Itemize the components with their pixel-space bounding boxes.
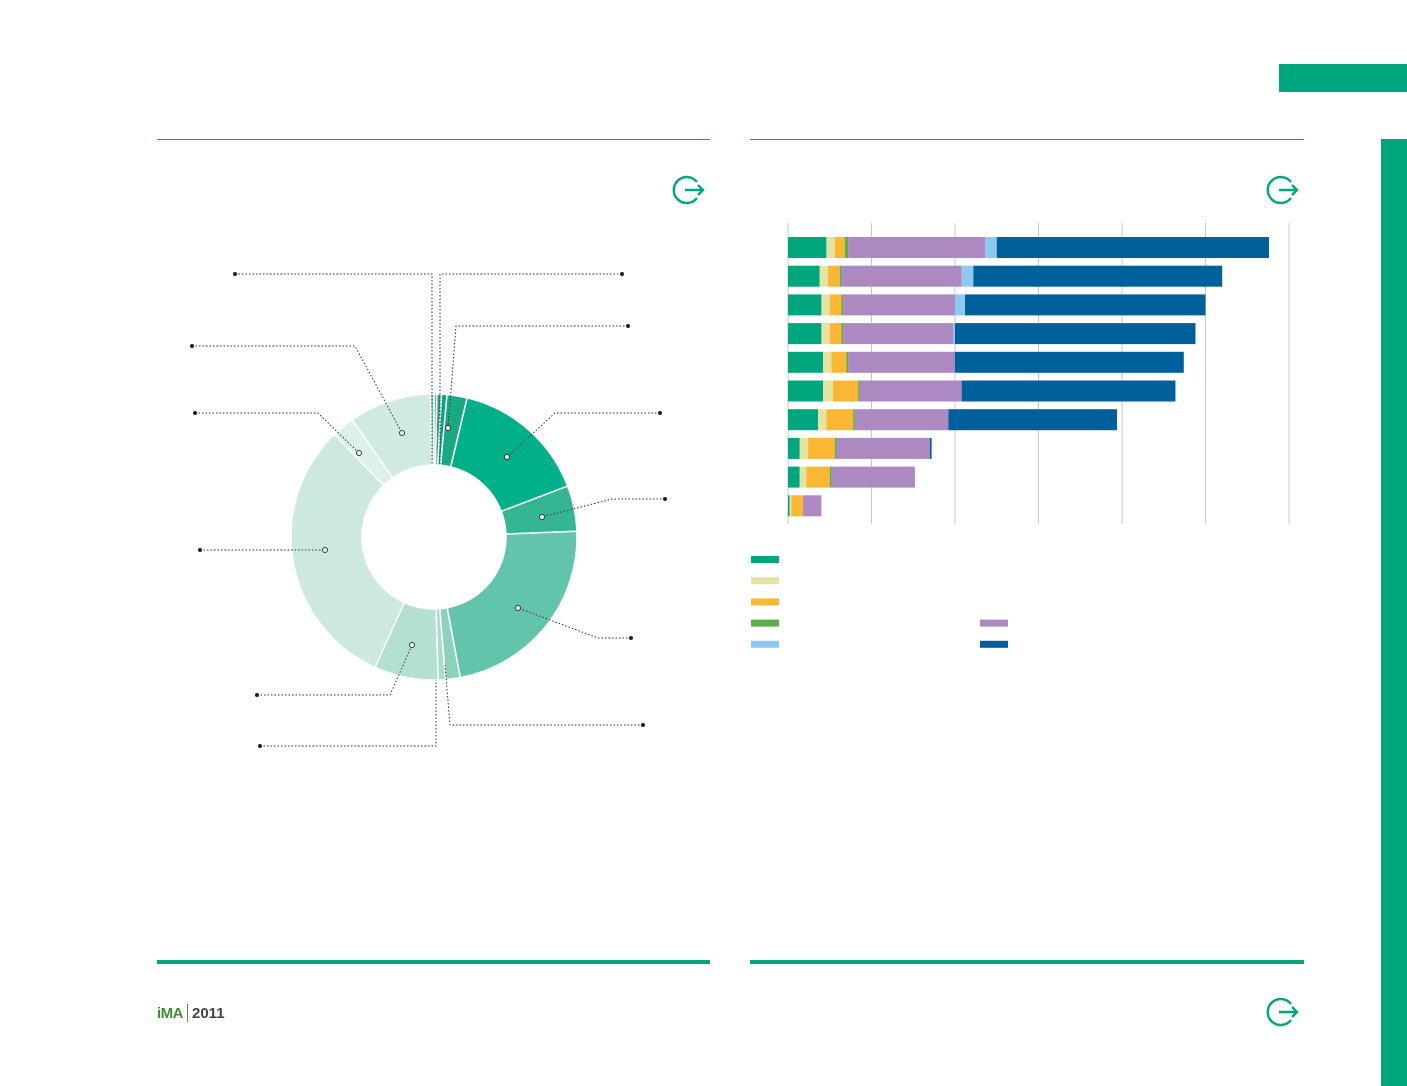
bar-segment <box>843 323 954 345</box>
left-panel-bottom-rule <box>157 960 710 964</box>
donut-slice <box>290 433 406 669</box>
bar-segment <box>799 437 809 459</box>
logo-separator <box>187 1004 188 1022</box>
bar-segment <box>841 294 844 316</box>
exit-arrow-icon[interactable] <box>1265 994 1301 1030</box>
donut-slice <box>433 393 438 466</box>
bar-segment <box>996 237 1269 258</box>
bar-segment <box>788 323 822 345</box>
legend-swatch <box>751 577 779 585</box>
bar-segment <box>788 351 824 373</box>
bar-segment <box>841 265 962 287</box>
right-panel-top-rule <box>750 139 1304 140</box>
bar-segment <box>843 294 955 316</box>
exit-arrow-icon[interactable] <box>671 172 707 208</box>
bar-segment <box>821 323 830 345</box>
donut-callout-anchors <box>322 425 545 648</box>
bar-segment <box>829 323 842 345</box>
bar-segment <box>826 237 835 258</box>
legend-swatch <box>751 640 779 648</box>
bar-segment <box>955 323 1196 345</box>
bar-segment <box>829 294 842 316</box>
bar-segment <box>788 294 822 316</box>
legend-swatch <box>751 598 779 606</box>
bar-segment <box>853 409 855 431</box>
bar-segment <box>844 237 849 258</box>
bar-segment <box>823 351 832 373</box>
bar-segment <box>961 265 974 287</box>
bar-segment <box>788 265 820 287</box>
bar-segment <box>821 294 830 316</box>
bar-segment <box>831 466 915 488</box>
bar-segment <box>848 351 955 373</box>
right-panel-bottom-rule <box>750 960 1304 964</box>
bar-segment <box>831 351 847 373</box>
bar-segment <box>833 380 859 402</box>
bar-segment <box>948 409 1117 431</box>
bar-segment <box>828 265 840 287</box>
bar-segment <box>834 437 837 459</box>
bar-segment <box>854 409 949 431</box>
left-panel-top-rule <box>157 139 710 140</box>
legend-swatch <box>751 619 779 627</box>
logo-brand: iMA <box>157 1004 184 1022</box>
bar-segment <box>808 437 835 459</box>
bar-segment <box>788 466 800 488</box>
donut-slice <box>446 530 578 679</box>
bar-segment <box>929 437 932 459</box>
bar-segment <box>965 294 1206 316</box>
exit-arrow-icon[interactable] <box>1265 172 1301 208</box>
footer-logo: iMA 2011 <box>157 1003 225 1023</box>
bar-segment <box>953 323 955 345</box>
bar-segment <box>973 265 1223 287</box>
stacked-bar-chart <box>751 223 1290 648</box>
bar-segment <box>788 380 824 402</box>
bar-segment <box>985 237 997 258</box>
bar-segment <box>859 380 962 402</box>
donut-leader-dots <box>190 272 667 748</box>
bar-segment <box>961 380 1176 402</box>
bar-segment <box>848 237 986 258</box>
bar-segment <box>841 323 844 345</box>
donut-leader-lines <box>192 273 665 747</box>
bar-segment <box>819 265 829 287</box>
bar-segment <box>846 351 849 373</box>
logo-year: 2011 <box>192 1004 225 1022</box>
bar-segment <box>823 380 834 402</box>
bar-segment <box>858 380 860 402</box>
bar-segment <box>803 495 822 517</box>
donut-chart <box>190 272 667 748</box>
bar-segment <box>789 495 792 517</box>
bar-segment <box>836 437 930 459</box>
bar-segment <box>955 351 1184 373</box>
bar-segment <box>788 437 800 459</box>
bar-segment <box>799 466 807 488</box>
side-navigation-bar[interactable] <box>1381 139 1407 1086</box>
legend-swatch <box>980 640 1008 648</box>
bar-segment <box>839 265 842 287</box>
legend-swatch <box>751 556 779 563</box>
bar-segment <box>806 466 830 488</box>
bar-segment <box>818 409 827 431</box>
bar-segment <box>788 495 790 517</box>
bar-segment <box>826 409 854 431</box>
bar-segment <box>829 466 832 488</box>
bar-segment <box>834 237 845 258</box>
header-tab <box>1279 64 1407 92</box>
legend-swatch <box>980 619 1008 627</box>
bar-segment <box>791 495 804 517</box>
bar-segment <box>788 409 819 431</box>
bar-segment <box>788 237 827 258</box>
bar-segment <box>955 294 966 316</box>
